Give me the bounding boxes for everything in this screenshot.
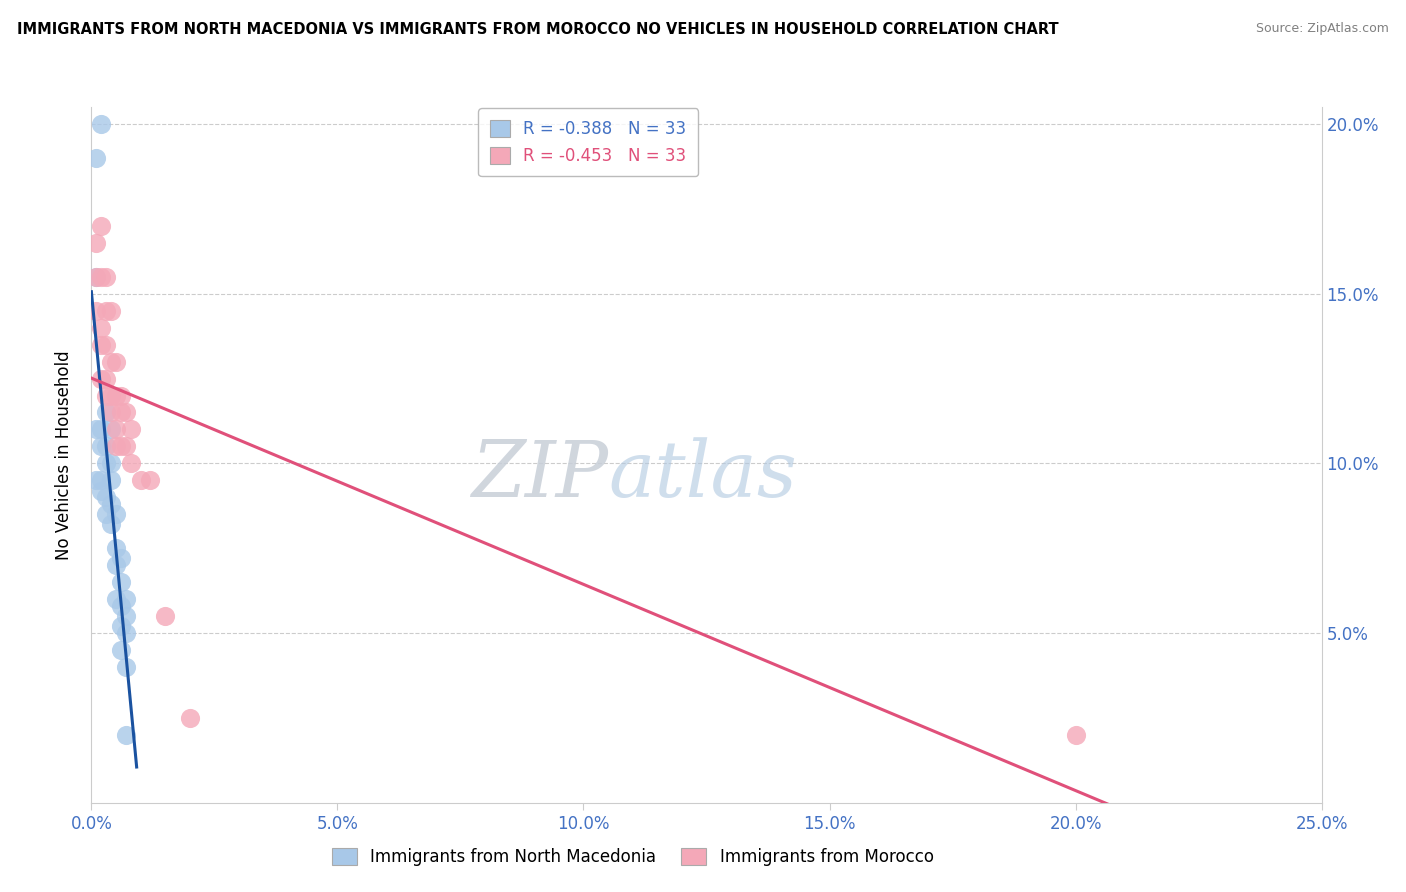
- Point: [110, 599, 132, 613]
- Point: [110, 388, 132, 402]
- Point: [114, 626, 138, 640]
- Point: [90, 474, 112, 488]
- Point: [153, 609, 177, 624]
- Point: [96, 457, 117, 471]
- Point: [114, 592, 138, 607]
- Point: [110, 551, 132, 566]
- Point: [110, 575, 132, 590]
- Point: [100, 405, 122, 419]
- Point: [105, 508, 127, 522]
- Point: [1064, 728, 1087, 742]
- Point: [86, 269, 108, 284]
- Point: [114, 609, 138, 624]
- Point: [110, 643, 132, 657]
- Point: [90, 320, 112, 334]
- Point: [100, 354, 122, 368]
- Point: [105, 388, 127, 402]
- Point: [96, 439, 117, 453]
- Text: Source: ZipAtlas.com: Source: ZipAtlas.com: [1256, 22, 1389, 36]
- Text: ZIP: ZIP: [471, 438, 607, 514]
- Point: [86, 269, 108, 284]
- Point: [120, 422, 142, 436]
- Point: [96, 405, 117, 419]
- Legend: R = -0.388   N = 33, R = -0.453   N = 33: R = -0.388 N = 33, R = -0.453 N = 33: [478, 109, 699, 177]
- Point: [96, 508, 117, 522]
- Point: [96, 303, 117, 318]
- Text: IMMIGRANTS FROM NORTH MACEDONIA VS IMMIGRANTS FROM MOROCCO NO VEHICLES IN HOUSEH: IMMIGRANTS FROM NORTH MACEDONIA VS IMMIG…: [17, 22, 1059, 37]
- Point: [114, 660, 138, 674]
- Point: [100, 388, 122, 402]
- Point: [114, 728, 138, 742]
- Point: [96, 388, 117, 402]
- Point: [90, 439, 112, 453]
- Point: [105, 354, 127, 368]
- Point: [90, 422, 112, 436]
- Point: [110, 405, 132, 419]
- Point: [105, 558, 127, 573]
- Point: [100, 517, 122, 532]
- Point: [86, 235, 108, 250]
- Point: [110, 439, 132, 453]
- Point: [105, 541, 127, 556]
- Point: [120, 457, 142, 471]
- Point: [105, 439, 127, 453]
- Point: [90, 371, 112, 385]
- Point: [90, 337, 112, 351]
- Point: [100, 474, 122, 488]
- Point: [105, 592, 127, 607]
- Text: atlas: atlas: [607, 438, 797, 514]
- Point: [96, 269, 117, 284]
- Point: [139, 474, 162, 488]
- Point: [90, 269, 112, 284]
- Y-axis label: No Vehicles in Household: No Vehicles in Household: [55, 350, 73, 560]
- Point: [100, 497, 122, 511]
- Legend: Immigrants from North Macedonia, Immigrants from Morocco: Immigrants from North Macedonia, Immigra…: [323, 840, 942, 875]
- Point: [86, 474, 108, 488]
- Point: [100, 457, 122, 471]
- Point: [86, 303, 108, 318]
- Point: [86, 151, 108, 165]
- Point: [110, 619, 132, 633]
- Point: [100, 422, 122, 436]
- Point: [114, 405, 138, 419]
- Point: [96, 491, 117, 505]
- Point: [96, 371, 117, 385]
- Point: [90, 117, 112, 131]
- Point: [90, 483, 112, 498]
- Point: [100, 303, 122, 318]
- Point: [114, 439, 138, 453]
- Point: [105, 422, 127, 436]
- Point: [96, 337, 117, 351]
- Point: [129, 474, 152, 488]
- Point: [86, 422, 108, 436]
- Point: [90, 219, 112, 233]
- Point: [179, 711, 201, 725]
